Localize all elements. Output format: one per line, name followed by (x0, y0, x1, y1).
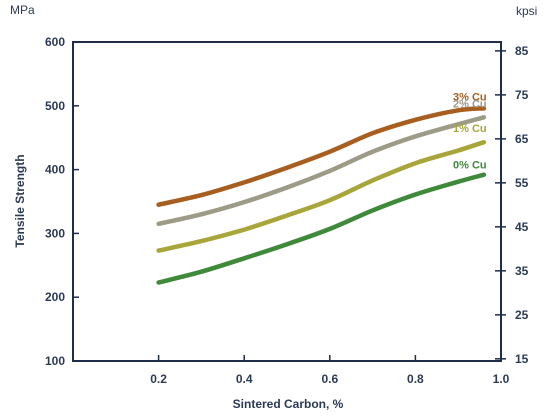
y-tick-label: 100 (45, 354, 65, 368)
y2-tick-label: 45 (515, 220, 529, 234)
x-tick-label: 0.4 (236, 372, 253, 386)
y-unit-right: kpsi (516, 4, 537, 18)
series-labels: 3% Cu2% Cu 1% Cu 0% Cu (453, 91, 487, 171)
x-tick-label: 0.6 (321, 372, 338, 386)
y2-tick-label: 35 (515, 264, 529, 278)
y-axis-title: Tensile Strength (13, 154, 27, 247)
x-tick-label: 0.2 (150, 372, 167, 386)
series-line-0-cu (156, 172, 487, 285)
x-tick-label: 1.0 (493, 372, 510, 386)
y-tick-label: 400 (45, 163, 65, 177)
x-axis-ticks: 0.2 0.4 0.6 0.8 1.0 (150, 355, 510, 386)
plot-frame (72, 41, 502, 362)
y-axis-ticks-right: 15 25 35 45 55 65 75 85 (495, 44, 529, 366)
series-lines (156, 106, 487, 285)
y-tick-label: 300 (45, 226, 65, 240)
series-label-3-cu: 3% Cu (453, 91, 487, 103)
y2-tick-label: 55 (515, 176, 529, 190)
y-axis-ticks-left: 100 200 300 400 500 600 (45, 35, 79, 368)
series-line-3-cu (156, 106, 487, 207)
y-tick-label: 500 (45, 99, 65, 113)
series-label-0-cu: 0% Cu (453, 160, 487, 172)
series-line-1-cu (156, 139, 487, 253)
series-label-1-cu: 1% Cu (453, 123, 487, 135)
y-tick-label: 200 (45, 290, 65, 304)
y2-tick-label: 65 (515, 132, 529, 146)
y2-tick-label: 15 (515, 352, 529, 366)
y-tick-label: 600 (45, 35, 65, 49)
y2-tick-label: 85 (515, 44, 529, 58)
y2-tick-label: 75 (515, 88, 529, 102)
y2-tick-label: 25 (515, 308, 529, 322)
y-unit-left: MPa (10, 3, 35, 17)
x-axis-title: Sintered Carbon, % (233, 397, 344, 411)
series-label-2-cu: 2% Cu (453, 98, 487, 110)
x-tick-label: 0.8 (407, 372, 424, 386)
series-line-2-cu (156, 115, 487, 227)
